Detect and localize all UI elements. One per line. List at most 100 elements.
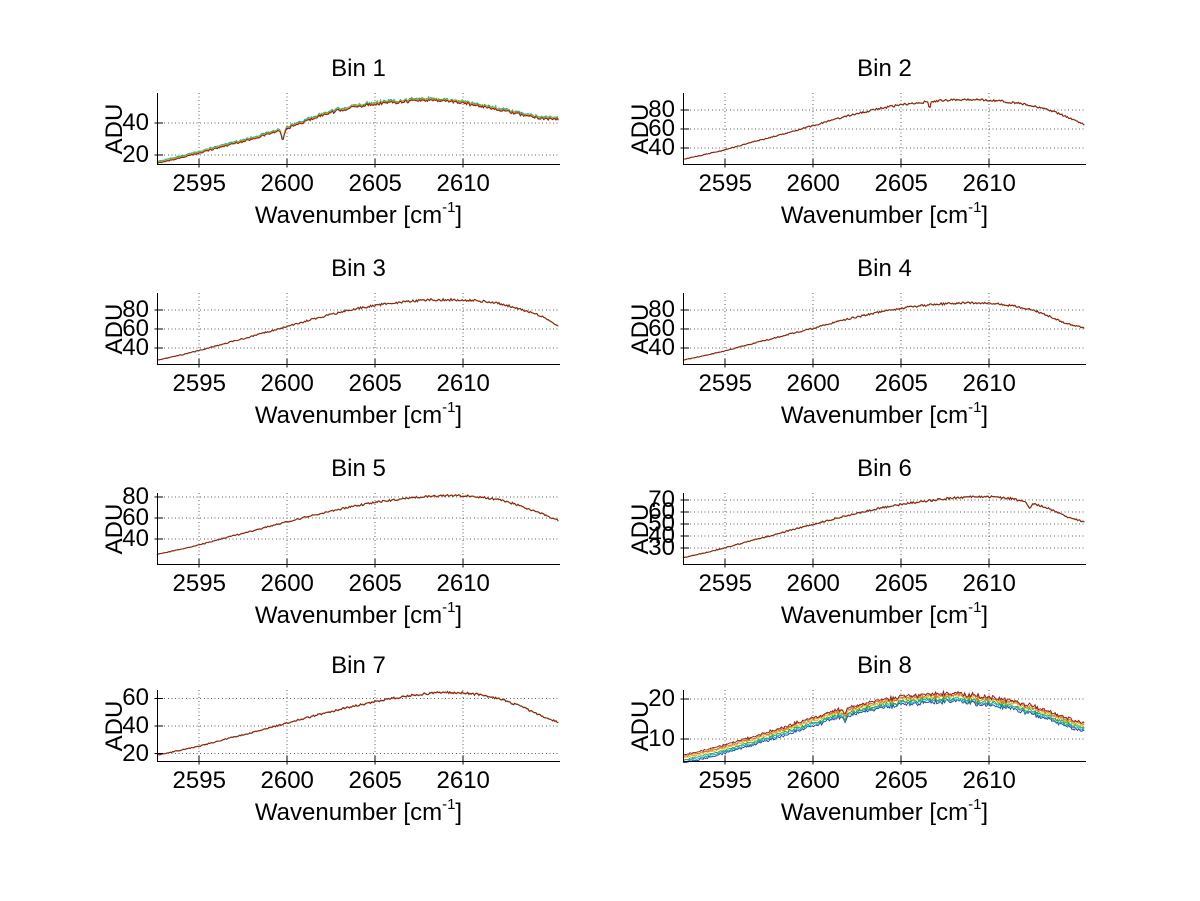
plot-title: Bin 7 xyxy=(331,652,386,679)
spectrum-trace-yellow xyxy=(682,693,1085,759)
y-tick-label: 60 xyxy=(648,115,675,142)
y-tick-label: 60 xyxy=(648,315,675,342)
x-tick-label: 2610 xyxy=(436,170,490,197)
y-tick-label: 20 xyxy=(122,141,149,169)
spectrum-trace-darkred xyxy=(156,297,559,361)
x-axis-label-text: Wavenumber [cm xyxy=(254,799,443,826)
subplot-bin-4: Bin 4 ADU Wavenumber [cm-1] 2595 2600 2605… xyxy=(627,255,1086,429)
x-axis-label: Wavenumber [cm-1] xyxy=(683,796,1086,827)
subplot-bin-6: Bin 6 ADU Wavenumber [cm-1] 2595 2600 2605… xyxy=(627,455,1086,629)
x-tick-label: 2605 xyxy=(348,370,402,397)
x-tick-label: 2600 xyxy=(786,767,840,794)
spectrum-trace-cyan xyxy=(682,696,1085,763)
x-tick-label: 2605 xyxy=(874,570,928,597)
x-tick-label: 2605 xyxy=(874,370,928,397)
x-tick-label: 2600 xyxy=(786,370,840,397)
x-axis-label: Wavenumber [cm-1] xyxy=(157,399,560,430)
y-tick-label: 40 xyxy=(648,133,675,161)
spectrum-trace-blue xyxy=(156,690,559,756)
y-tick-label: 70 xyxy=(648,486,675,514)
x-tick-label: 2600 xyxy=(260,170,314,197)
spectrum-trace-orange xyxy=(156,690,559,756)
spectrum-trace-orange xyxy=(682,495,1085,559)
spectrum-trace-yellow xyxy=(682,495,1085,559)
plot-area-svg xyxy=(154,293,560,368)
spectrum-trace-darkred xyxy=(156,494,559,556)
plot-area-svg xyxy=(154,493,560,568)
x-tick-label: 2600 xyxy=(786,170,840,197)
x-tick-label: 2610 xyxy=(962,570,1016,597)
y-tick-label: 60 xyxy=(122,315,149,342)
y-tick-label: 60 xyxy=(122,504,149,532)
subplot-bin-7: Bin 7 ADU Wavenumber [cm-1] 2595 2600 2605… xyxy=(101,652,560,826)
x-tick-label: 2610 xyxy=(962,170,1016,197)
plot-area-svg xyxy=(680,93,1086,168)
x-axis-label-exponent: -1 xyxy=(442,399,456,416)
plot-title: Bin 4 xyxy=(857,255,912,282)
plot-title: Bin 5 xyxy=(331,455,386,482)
subplot-bin-8: Bin 8 ADU Wavenumber [cm-1] 2595 2600 2605… xyxy=(627,652,1086,826)
x-axis-label-bracket: ] xyxy=(455,799,463,826)
x-tick-label: 2610 xyxy=(436,767,490,794)
x-axis-label-bracket: ] xyxy=(455,402,463,429)
x-axis-label-exponent: -1 xyxy=(968,796,982,813)
x-tick-label: 2595 xyxy=(698,767,752,794)
x-tick-label: 2610 xyxy=(962,370,1016,397)
x-axis-label: Wavenumber [cm-1] xyxy=(683,199,1086,230)
x-axis-label-exponent: -1 xyxy=(968,199,982,216)
x-axis-label: Wavenumber [cm-1] xyxy=(157,796,560,827)
plot-area-svg xyxy=(680,293,1086,368)
x-tick-label: 2605 xyxy=(348,170,402,197)
plot-title: Bin 8 xyxy=(857,652,912,679)
spectrum-trace-cyan xyxy=(682,495,1085,559)
x-tick-label: 2605 xyxy=(348,570,402,597)
spectrum-trace-green xyxy=(682,495,1085,559)
plot-title: Bin 2 xyxy=(857,55,912,82)
y-tick-label: 60 xyxy=(122,684,149,712)
x-axis-label-bracket: ] xyxy=(981,402,989,429)
y-tick-label: 40 xyxy=(648,522,675,550)
x-axis-label-exponent: -1 xyxy=(442,599,456,616)
y-tick-label: 50 xyxy=(648,510,675,538)
spectrum-trace-cyan xyxy=(156,493,559,556)
y-tick-label: 80 xyxy=(122,296,149,324)
x-tick-label: 2595 xyxy=(172,570,226,597)
x-axis-label-text: Wavenumber [cm xyxy=(254,202,443,229)
plot-area-svg xyxy=(680,493,1086,568)
x-axis-label-exponent: -1 xyxy=(968,399,982,416)
spectrum-trace-yellow xyxy=(156,690,559,756)
plot-area-svg xyxy=(154,93,560,168)
y-tick-label: 20 xyxy=(122,739,149,767)
x-axis-label-exponent: -1 xyxy=(442,199,456,216)
x-tick-label: 2610 xyxy=(962,767,1016,794)
x-axis-label-text: Wavenumber [cm xyxy=(254,602,443,629)
spectrum-trace-yellow xyxy=(156,97,559,163)
spectrum-trace-green xyxy=(682,694,1085,761)
y-tick-label: 80 xyxy=(122,483,149,511)
spectrum-trace-darkred xyxy=(682,301,1085,361)
x-axis-label-bracket: ] xyxy=(981,202,989,229)
x-tick-label: 2595 xyxy=(698,570,752,597)
y-tick-label: 10 xyxy=(648,724,675,752)
subplot-bin-2: Bin 2 ADU Wavenumber [cm-1] 2595 2600 2605… xyxy=(627,55,1086,229)
spectrum-trace-darkred xyxy=(682,689,1085,756)
spectrum-trace-cyan xyxy=(156,690,559,756)
x-axis-label-bracket: ] xyxy=(455,202,463,229)
x-axis-label-text: Wavenumber [cm xyxy=(780,602,969,629)
x-axis-label-text: Wavenumber [cm xyxy=(780,402,969,429)
plot-title: Bin 6 xyxy=(857,455,912,482)
x-axis-label-exponent: -1 xyxy=(968,599,982,616)
y-tick-label: 80 xyxy=(648,296,675,324)
x-axis-label-bracket: ] xyxy=(455,602,463,629)
x-axis-label: Wavenumber [cm-1] xyxy=(157,199,560,230)
subplot-bin-1: Bin 1 ADU Wavenumber [cm-1] 2595 2600 2605… xyxy=(101,55,560,229)
x-tick-label: 2605 xyxy=(874,767,928,794)
y-tick-label: 30 xyxy=(648,534,675,562)
x-axis-label: Wavenumber [cm-1] xyxy=(683,399,1086,430)
x-tick-label: 2600 xyxy=(786,570,840,597)
plot-title: Bin 3 xyxy=(331,255,386,282)
y-tick-label: 40 xyxy=(122,712,149,739)
subplot-bin-3: Bin 3 ADU Wavenumber [cm-1] 2595 2600 2605… xyxy=(101,255,560,429)
y-tick-label: 40 xyxy=(122,333,149,361)
